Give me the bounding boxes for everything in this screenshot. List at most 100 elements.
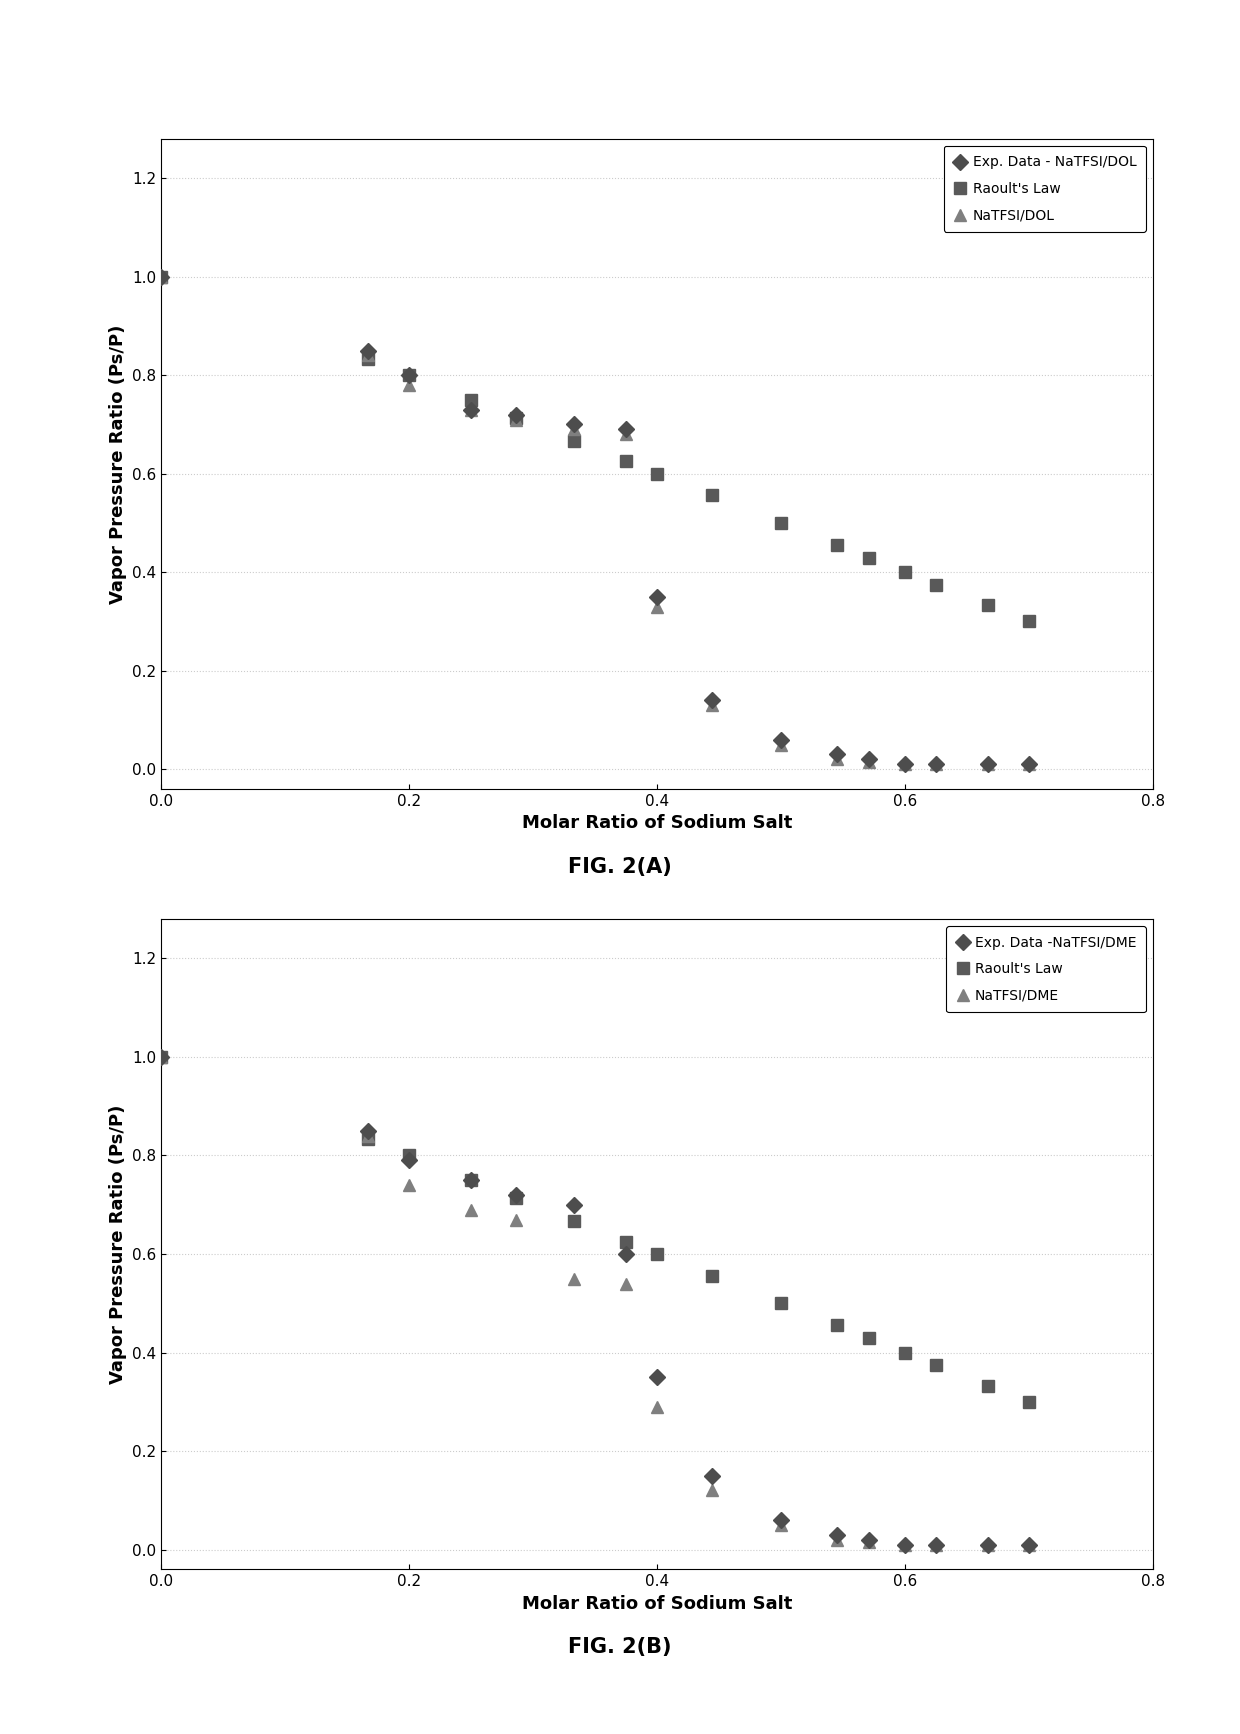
Text: FIG. 2(A): FIG. 2(A) <box>568 857 672 877</box>
Exp. Data -NaTFSI/DME <box>981 1535 996 1555</box>
Line: NaTFSI/DME: NaTFSI/DME <box>156 1051 1034 1550</box>
Raoult's Law <box>981 595 996 616</box>
Exp. Data - NaTFSI/DOL <box>1022 754 1037 775</box>
Raoult's Law <box>567 1210 582 1231</box>
Raoult's Law <box>154 267 169 288</box>
Raoult's Law <box>619 451 634 472</box>
NaTFSI/DOL <box>650 596 665 617</box>
Exp. Data -NaTFSI/DME <box>862 1529 877 1550</box>
Exp. Data -NaTFSI/DME <box>929 1535 944 1555</box>
Raoult's Law <box>929 1354 944 1375</box>
NaTFSI/DME <box>862 1531 877 1552</box>
NaTFSI/DME <box>704 1481 719 1502</box>
NaTFSI/DOL <box>929 754 944 775</box>
Legend: Exp. Data - NaTFSI/DOL, Raoult's Law, NaTFSI/DOL: Exp. Data - NaTFSI/DOL, Raoult's Law, Na… <box>944 146 1146 232</box>
Exp. Data - NaTFSI/DOL <box>830 744 844 765</box>
Exp. Data -NaTFSI/DME <box>154 1047 169 1068</box>
NaTFSI/DME <box>830 1529 844 1550</box>
NaTFSI/DOL <box>508 409 523 430</box>
Raoult's Law <box>704 486 719 506</box>
Exp. Data - NaTFSI/DOL <box>981 754 996 775</box>
NaTFSI/DME <box>898 1535 913 1555</box>
Raoult's Law <box>898 562 913 583</box>
NaTFSI/DOL <box>361 345 376 366</box>
Exp. Data -NaTFSI/DME <box>830 1524 844 1545</box>
NaTFSI/DOL <box>402 375 417 395</box>
NaTFSI/DME <box>154 1047 169 1068</box>
Exp. Data - NaTFSI/DOL <box>402 364 417 385</box>
Raoult's Law <box>650 463 665 484</box>
Raoult's Law <box>154 1047 169 1068</box>
Exp. Data - NaTFSI/DOL <box>898 754 913 775</box>
Exp. Data - NaTFSI/DOL <box>619 420 634 440</box>
Exp. Data -NaTFSI/DME <box>704 1465 719 1486</box>
NaTFSI/DOL <box>567 420 582 440</box>
Line: NaTFSI/DOL: NaTFSI/DOL <box>156 271 1034 770</box>
NaTFSI/DOL <box>154 267 169 288</box>
Raoult's Law <box>361 1129 376 1150</box>
Raoult's Law <box>929 574 944 595</box>
Exp. Data -NaTFSI/DME <box>650 1366 665 1387</box>
X-axis label: Molar Ratio of Sodium Salt: Molar Ratio of Sodium Salt <box>522 815 792 832</box>
NaTFSI/DME <box>1022 1535 1037 1555</box>
Raoult's Law <box>402 364 417 385</box>
Text: FIG. 2(B): FIG. 2(B) <box>568 1637 672 1658</box>
NaTFSI/DME <box>981 1535 996 1555</box>
Exp. Data -NaTFSI/DME <box>567 1195 582 1216</box>
Line: Exp. Data -NaTFSI/DME: Exp. Data -NaTFSI/DME <box>156 1051 1034 1550</box>
Raoult's Law <box>619 1231 634 1252</box>
Raoult's Law <box>981 1375 996 1396</box>
Exp. Data - NaTFSI/DOL <box>929 754 944 775</box>
Y-axis label: Vapor Pressure Ratio (Ps/P): Vapor Pressure Ratio (Ps/P) <box>109 324 126 603</box>
NaTFSI/DOL <box>774 733 789 754</box>
Legend: Exp. Data -NaTFSI/DME, Raoult's Law, NaTFSI/DME: Exp. Data -NaTFSI/DME, Raoult's Law, NaT… <box>946 926 1146 1013</box>
Exp. Data - NaTFSI/DOL <box>464 399 479 420</box>
Exp. Data -NaTFSI/DME <box>464 1170 479 1191</box>
Exp. Data - NaTFSI/DOL <box>154 267 169 288</box>
NaTFSI/DME <box>774 1514 789 1535</box>
Line: Raoult's Law: Raoult's Law <box>156 1051 1034 1408</box>
Exp. Data - NaTFSI/DOL <box>650 586 665 607</box>
Raoult's Law <box>402 1144 417 1165</box>
Exp. Data - NaTFSI/DOL <box>361 340 376 361</box>
Raoult's Law <box>1022 1391 1037 1411</box>
Raoult's Law <box>650 1243 665 1264</box>
Raoult's Law <box>464 390 479 411</box>
Raoult's Law <box>898 1342 913 1363</box>
Exp. Data -NaTFSI/DME <box>508 1184 523 1205</box>
NaTFSI/DOL <box>704 695 719 716</box>
Raoult's Law <box>830 534 844 555</box>
NaTFSI/DME <box>464 1200 479 1221</box>
Exp. Data -NaTFSI/DME <box>774 1510 789 1531</box>
Raoult's Law <box>704 1266 719 1287</box>
Raoult's Law <box>862 1328 877 1349</box>
Exp. Data - NaTFSI/DOL <box>774 730 789 751</box>
X-axis label: Molar Ratio of Sodium Salt: Molar Ratio of Sodium Salt <box>522 1595 792 1613</box>
Raoult's Law <box>508 1188 523 1209</box>
Raoult's Law <box>567 430 582 451</box>
NaTFSI/DME <box>650 1396 665 1417</box>
Y-axis label: Vapor Pressure Ratio (Ps/P): Vapor Pressure Ratio (Ps/P) <box>109 1105 126 1384</box>
NaTFSI/DME <box>929 1535 944 1555</box>
NaTFSI/DOL <box>830 749 844 770</box>
Raoult's Law <box>774 1294 789 1314</box>
Raoult's Law <box>464 1170 479 1191</box>
Raoult's Law <box>1022 610 1037 631</box>
Exp. Data -NaTFSI/DME <box>1022 1535 1037 1555</box>
NaTFSI/DME <box>402 1174 417 1195</box>
NaTFSI/DOL <box>1022 754 1037 775</box>
Line: Raoult's Law: Raoult's Law <box>156 271 1034 628</box>
Exp. Data - NaTFSI/DOL <box>508 404 523 425</box>
NaTFSI/DME <box>508 1209 523 1229</box>
NaTFSI/DOL <box>862 751 877 772</box>
Raoult's Law <box>830 1314 844 1335</box>
Exp. Data -NaTFSI/DME <box>402 1150 417 1170</box>
Exp. Data -NaTFSI/DME <box>361 1120 376 1141</box>
Raoult's Law <box>508 407 523 428</box>
NaTFSI/DOL <box>981 754 996 775</box>
NaTFSI/DOL <box>619 423 634 444</box>
NaTFSI/DME <box>361 1125 376 1146</box>
Exp. Data - NaTFSI/DOL <box>704 690 719 711</box>
Raoult's Law <box>774 513 789 534</box>
Line: Exp. Data - NaTFSI/DOL: Exp. Data - NaTFSI/DOL <box>156 271 1034 770</box>
